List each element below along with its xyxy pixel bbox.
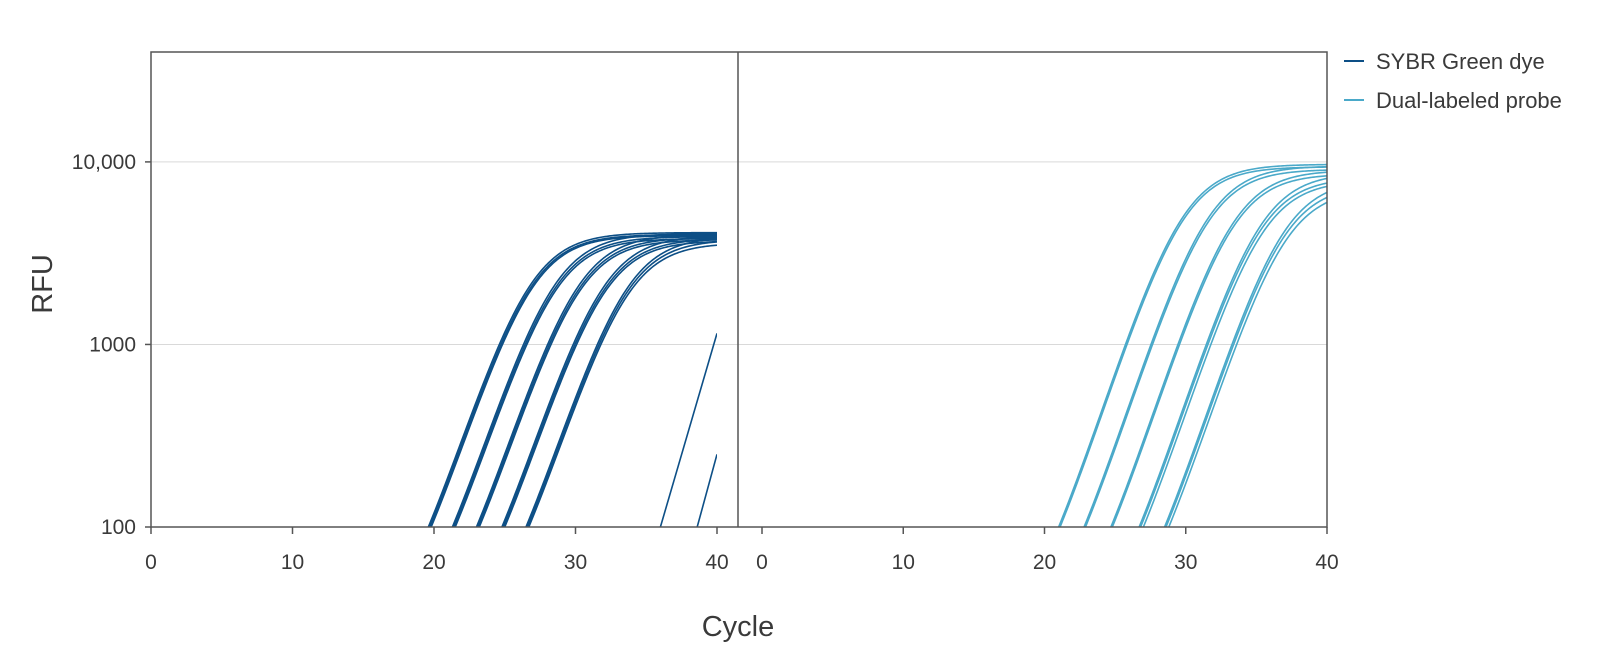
amplification-curve bbox=[1163, 191, 1327, 527]
amplification-curve bbox=[1084, 169, 1327, 527]
panel-1-curves bbox=[427, 231, 717, 527]
amplification-curve bbox=[430, 234, 717, 527]
late-amplification-curve bbox=[696, 454, 717, 527]
x-tick-label: 0 bbox=[756, 551, 768, 574]
x-tick-label: 20 bbox=[422, 551, 445, 574]
amplification-curve bbox=[1139, 182, 1327, 527]
amplification-curve bbox=[525, 237, 717, 527]
legend-label-probe: Dual-labeled probe bbox=[1376, 88, 1562, 113]
amplification-curve bbox=[451, 232, 717, 527]
late-amplification-curve bbox=[659, 333, 717, 527]
y-tick-label: 10,000 bbox=[72, 151, 136, 174]
plot-frame bbox=[150, 51, 1328, 528]
x-tick-label: 0 bbox=[145, 551, 157, 574]
legend: SYBR Green dye Dual-labeled probe bbox=[1344, 49, 1562, 113]
amplification-curve bbox=[477, 237, 717, 527]
amplification-curve bbox=[1057, 163, 1327, 527]
amplification-curve bbox=[478, 239, 717, 527]
amplification-curve bbox=[427, 231, 717, 527]
amplification-curve bbox=[1165, 196, 1327, 527]
amplification-curve bbox=[527, 244, 717, 527]
amplification-curve bbox=[1167, 201, 1327, 527]
amplification-curve bbox=[452, 235, 717, 527]
x-tick-label: 20 bbox=[1033, 551, 1056, 574]
amplification-curve bbox=[1111, 175, 1327, 527]
x-tick-label: 30 bbox=[1174, 551, 1197, 574]
amplification-curve bbox=[526, 241, 717, 527]
y-tick-label: 1000 bbox=[89, 333, 136, 356]
panel-2-curves bbox=[1057, 163, 1327, 527]
amplification-curve bbox=[1059, 166, 1327, 527]
amplification-curve bbox=[1083, 165, 1327, 527]
amplification-curve bbox=[475, 234, 717, 527]
amplification-curve bbox=[1110, 171, 1327, 527]
x-tick-label: 40 bbox=[705, 551, 728, 574]
x-tick-label: 40 bbox=[1315, 551, 1338, 574]
amplification-curve bbox=[1142, 185, 1327, 527]
y-tick-label: 100 bbox=[101, 516, 136, 539]
amplification-curve bbox=[501, 235, 717, 527]
amplification-curve bbox=[502, 238, 717, 527]
x-tick-label: 30 bbox=[564, 551, 587, 574]
plot-frames bbox=[150, 51, 1328, 528]
x-tick-label: 10 bbox=[892, 551, 915, 574]
legend-label-sybr: SYBR Green dye bbox=[1376, 49, 1545, 74]
x-tick-label: 10 bbox=[281, 551, 304, 574]
amplification-curves bbox=[427, 163, 1327, 527]
axis-ticks: 100 1000 10,000 0 10 20 30 40 0 10 20 30 40 bbox=[72, 151, 1339, 574]
amplification-curve bbox=[1138, 177, 1327, 527]
y-axis-title: RFU bbox=[27, 254, 59, 314]
x-axis-title: Cycle bbox=[702, 611, 775, 643]
grid-lines bbox=[151, 161, 1327, 345]
